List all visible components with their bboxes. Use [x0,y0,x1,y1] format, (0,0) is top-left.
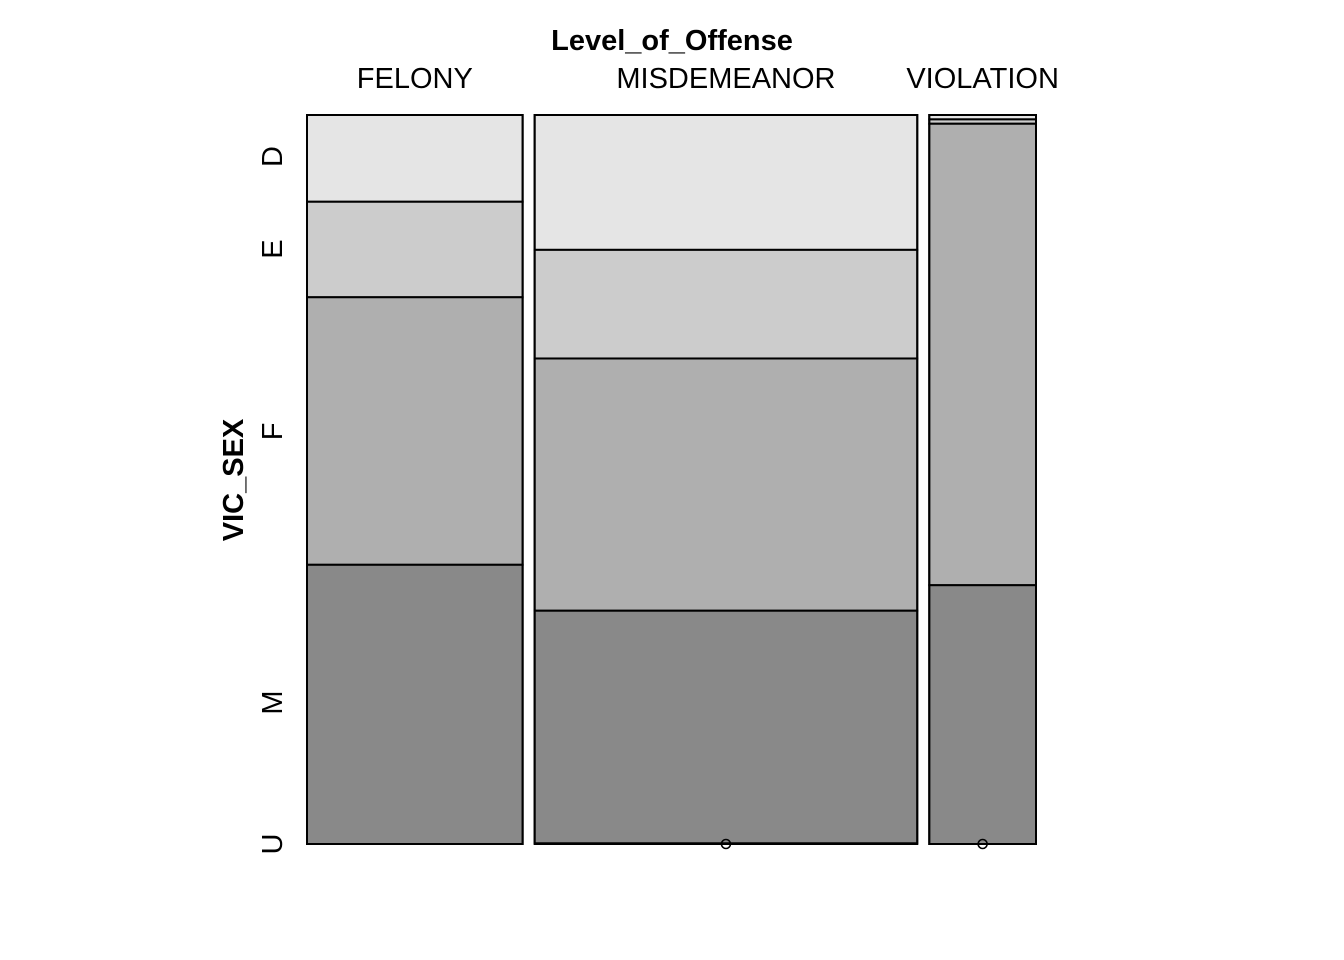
column-labels: FELONY MISDEMEANOR VIOLATION [357,63,1059,95]
tile-misdemeanor-f [533,357,919,612]
row-label-u: U [257,834,289,855]
row-label-d: D [257,146,289,167]
tile-felony-f [306,296,524,566]
tile-misdemeanor-e [533,248,919,360]
column-frame-violation [928,114,1038,845]
chart-title: Level_of_Offense [551,25,793,57]
tile-misdemeanor-d [533,114,919,251]
row-label-f: F [257,423,289,441]
zero-cell-marker-misdemeanor-u [720,838,732,850]
tile-felony-d [306,114,524,203]
row-label-e: E [257,239,289,258]
tile-misdemeanor-m [533,609,919,845]
y-axis-title: VIC_SEX [218,418,250,541]
zero-cell-marker-violation-u [977,838,988,850]
tile-felony-e [306,200,524,299]
column-label-violation: VIOLATION [906,63,1059,95]
tile-violation-f [928,122,1038,587]
mosaic-tiles [306,114,1038,850]
column-frame-felony [306,114,524,845]
column-frame-misdemeanor [533,114,919,845]
row-label-m: M [257,690,289,714]
column-label-misdemeanor: MISDEMEANOR [616,63,835,95]
row-labels: D E F M U [257,146,289,854]
tile-violation-m [928,584,1038,846]
tile-felony-m [306,563,524,846]
column-label-felony: FELONY [357,63,473,95]
